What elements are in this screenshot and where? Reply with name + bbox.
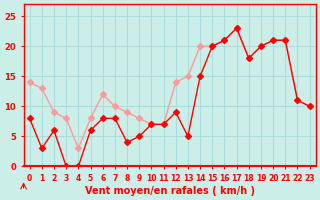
X-axis label: Vent moyen/en rafales ( km/h ): Vent moyen/en rafales ( km/h ) <box>85 186 255 196</box>
